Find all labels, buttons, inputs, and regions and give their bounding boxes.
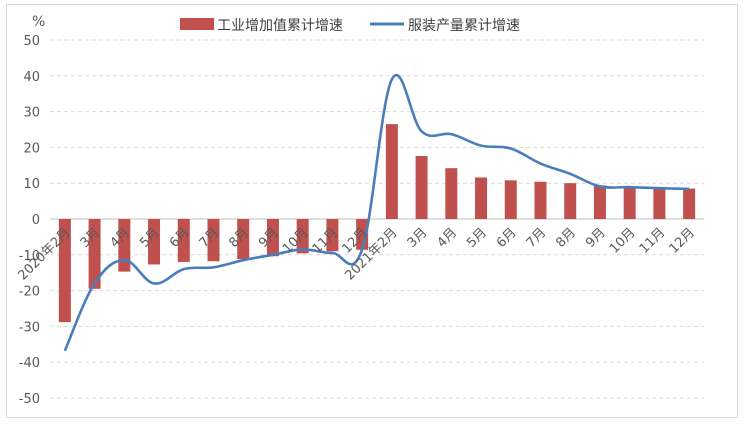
y-axis-unit: % <box>32 14 45 30</box>
x-tick-label: 9月 <box>583 225 609 251</box>
bar <box>415 155 428 219</box>
y-tick-label: -40 <box>19 356 40 371</box>
bar <box>177 219 190 262</box>
bar <box>207 219 220 262</box>
bar <box>475 177 488 219</box>
line-series <box>63 74 690 352</box>
bar <box>445 168 458 219</box>
y-tick-label: -30 <box>19 320 40 335</box>
legend-bar-swatch <box>180 18 214 30</box>
chart-frame <box>6 4 738 418</box>
y-tick-label: 50 <box>23 34 40 49</box>
bar <box>504 180 517 219</box>
y-tick-label: -50 <box>19 392 40 407</box>
y-tick-label: 10 <box>23 177 40 192</box>
y-tick-label: 30 <box>23 106 40 121</box>
x-tick-label: 3月 <box>405 225 431 251</box>
legend-bar-label: 工业增加值累计增速 <box>217 18 343 34</box>
bar <box>266 219 279 257</box>
legend: 工业增加值累计增速 服装产量累计增速 <box>180 18 520 34</box>
y-axis: 50 40 30 20 10 0 -10 -20 -30 -40 -50 <box>19 34 40 407</box>
bar-series <box>58 124 696 323</box>
bar <box>593 185 606 219</box>
y-tick-label: -20 <box>19 285 40 300</box>
x-tick-label: 4月 <box>434 225 460 251</box>
bar <box>653 188 666 219</box>
bar <box>564 183 577 219</box>
x-tick-label: 12月 <box>666 225 697 256</box>
x-tick-label: 11月 <box>637 225 668 256</box>
bar <box>88 219 101 289</box>
x-tick-label: 8月 <box>553 225 579 251</box>
y-tick-label: 40 <box>23 70 40 85</box>
y-tick-label: 20 <box>23 141 40 156</box>
bar <box>148 219 161 265</box>
y-tick-label: 0 <box>32 213 40 228</box>
legend-line-label: 服装产量累计增速 <box>408 18 520 34</box>
bar <box>58 219 71 323</box>
bar <box>326 219 339 252</box>
bar <box>623 187 636 219</box>
x-tick-label: 5月 <box>464 225 490 251</box>
bar <box>237 219 250 260</box>
bar <box>683 188 696 219</box>
y-tick-label: -10 <box>19 249 40 264</box>
x-tick-label: 6月 <box>494 225 520 251</box>
line-path <box>63 74 690 352</box>
x-tick-label: 10月 <box>607 225 638 256</box>
bar <box>118 219 131 272</box>
bar <box>296 219 309 254</box>
x-tick-label: 7月 <box>524 225 550 251</box>
bar <box>385 124 398 219</box>
bar <box>534 181 547 219</box>
